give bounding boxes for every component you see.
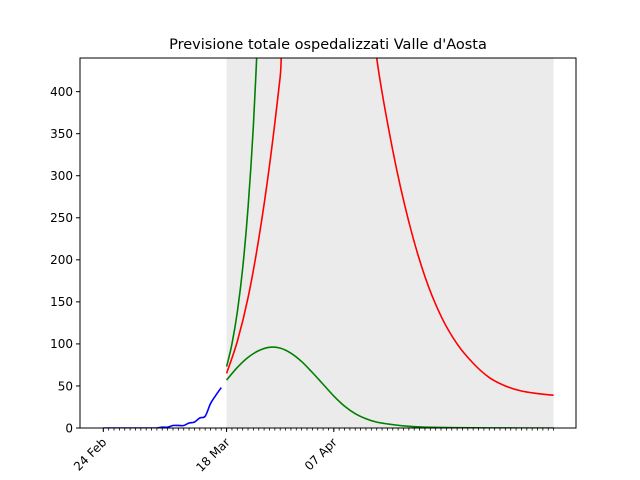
y-tick-label: 300 [50,169,73,183]
observed-line [103,387,222,428]
y-tick-label: 0 [65,421,73,435]
x-tick-label: 07 Apr [302,435,340,473]
y-tick-label: 150 [50,295,73,309]
x-tick-label: 24 Feb [71,435,109,473]
plot-frame [79,57,577,429]
y-tick-label: 50 [58,379,73,393]
chart-title: Previsione totale ospedalizzati Valle d'… [169,37,487,53]
y-tick-label: 400 [50,85,73,99]
y-tick-label: 350 [50,127,73,141]
red-line [225,58,554,396]
x-tick-label: 18 Mar [193,435,232,474]
y-tick-label: 250 [50,211,73,225]
upper-green-line [225,58,258,367]
lower-green-line [225,346,554,428]
y-tick-label: 200 [50,253,73,267]
forecast-band [226,58,554,428]
y-tick-label: 100 [50,337,73,351]
